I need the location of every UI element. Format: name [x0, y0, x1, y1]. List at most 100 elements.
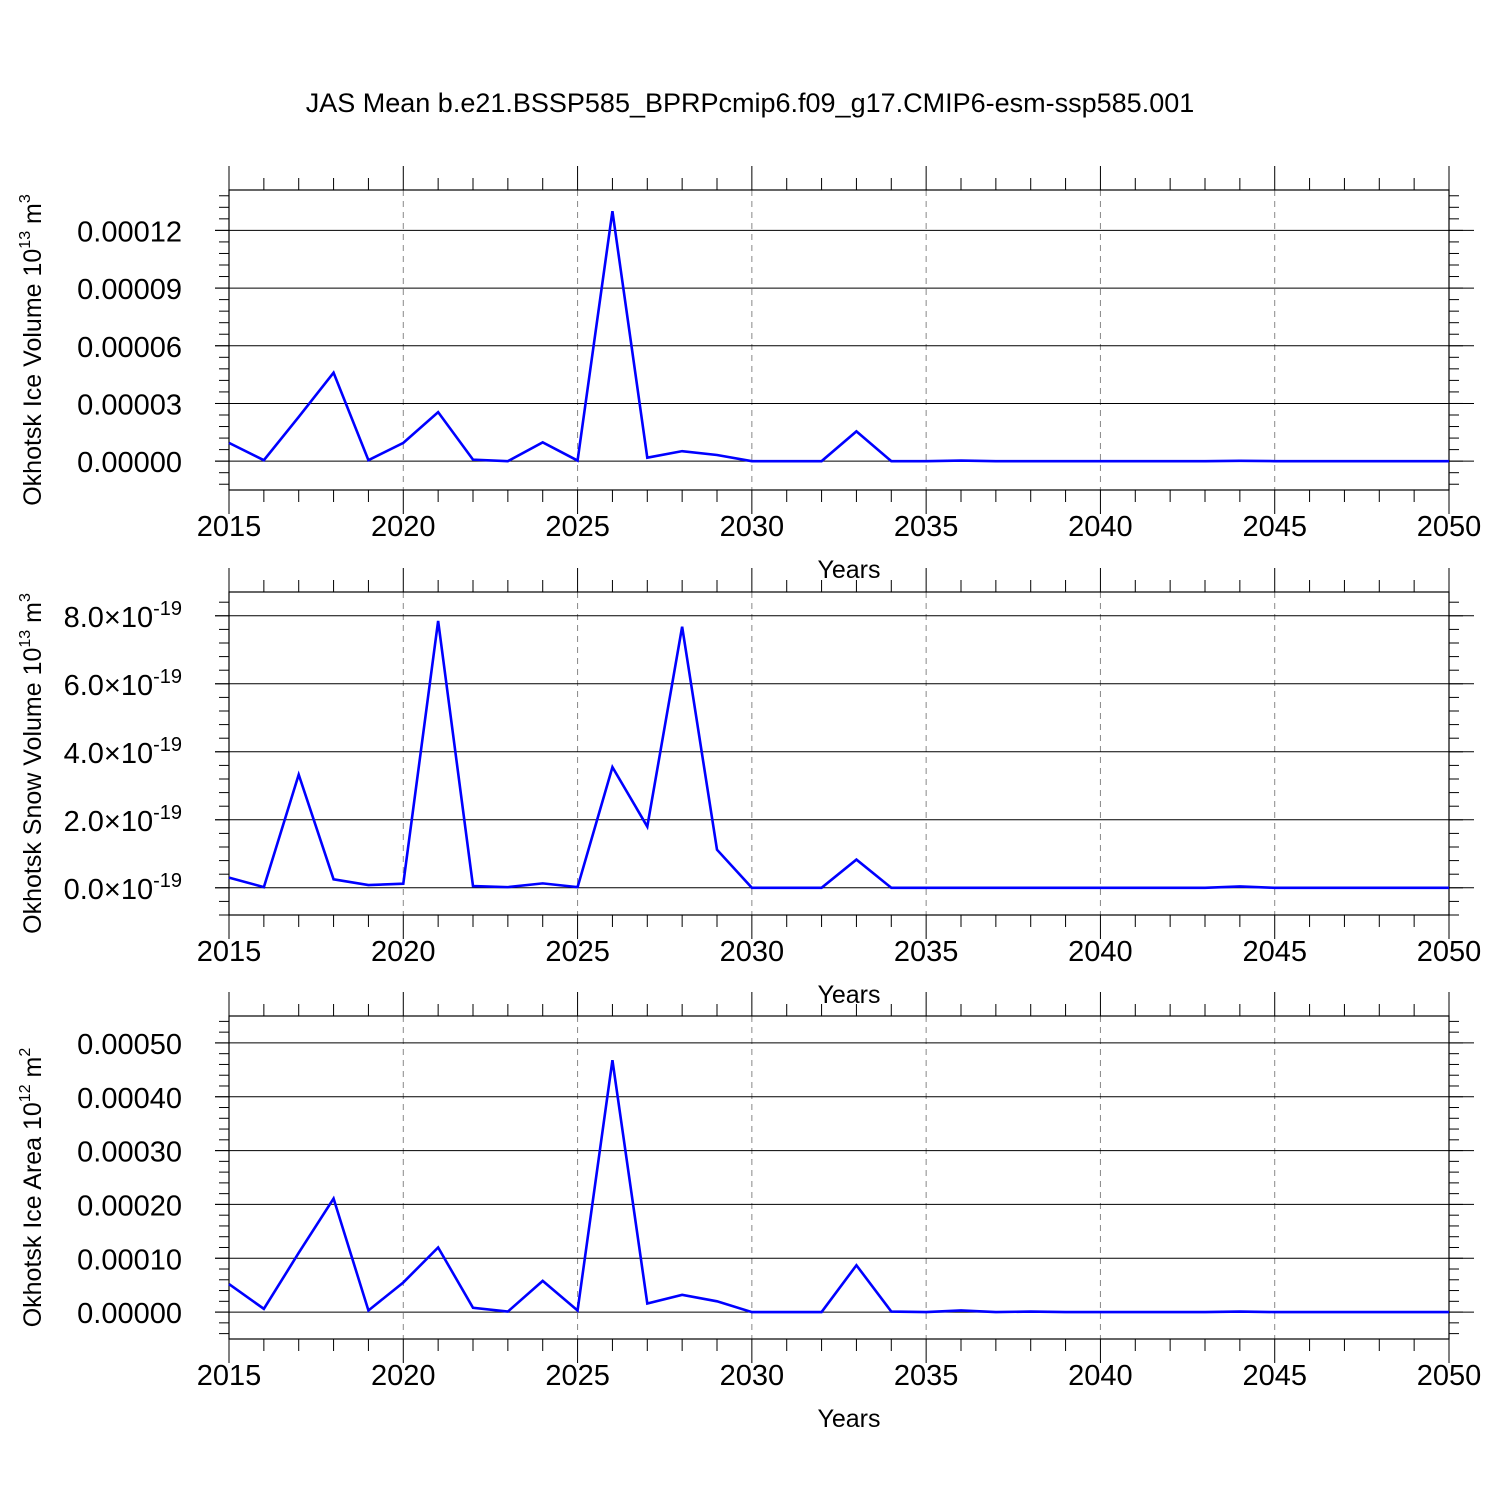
y-tick-label: 2.0×10-19	[64, 802, 182, 838]
data-point	[1239, 460, 1241, 462]
y-axis-label: Okhotsk Ice Volume 1013 m3	[17, 194, 47, 506]
data-point	[1204, 1311, 1206, 1313]
data-point	[332, 878, 334, 880]
data-point	[1239, 885, 1241, 887]
y-tick-label: 0.00010	[77, 1244, 182, 1276]
x-tick-label: 2045	[1242, 1360, 1307, 1392]
x-tick-label: 2050	[1417, 1360, 1482, 1392]
x-tick-label: 2045	[1242, 511, 1307, 543]
data-point	[995, 460, 997, 462]
data-point	[995, 1311, 997, 1313]
x-tick-label: 2030	[720, 1360, 785, 1392]
x-tick-label: 2045	[1242, 936, 1307, 968]
data-point	[1413, 460, 1415, 462]
data-point	[681, 450, 683, 452]
data-point	[751, 460, 753, 462]
data-point	[1169, 460, 1171, 462]
data-point	[1030, 1310, 1032, 1312]
y-tick-label: 0.00030	[77, 1137, 182, 1169]
data-point	[1064, 1311, 1066, 1313]
data-point	[751, 1311, 753, 1313]
data-point	[890, 460, 892, 462]
data-point	[1343, 460, 1345, 462]
x-tick-label: 2025	[545, 511, 610, 543]
x-tick-label: 2025	[545, 1360, 610, 1392]
data-point	[1448, 460, 1450, 462]
data-point	[298, 1252, 300, 1254]
y-tick-label: 0.00020	[77, 1190, 182, 1222]
plot-frame	[228, 1015, 1450, 1340]
data-point	[611, 1059, 613, 1061]
data-point	[472, 885, 474, 887]
data-point	[751, 887, 753, 889]
data-point	[855, 430, 857, 432]
data-point	[960, 1309, 962, 1311]
data-point	[402, 883, 404, 885]
plot-frame	[228, 189, 1450, 491]
data-point	[1378, 887, 1380, 889]
data-point	[820, 887, 822, 889]
data-point	[716, 1300, 718, 1302]
data-point	[1099, 887, 1101, 889]
x-tick-label: 2035	[894, 511, 959, 543]
data-point	[507, 1310, 509, 1312]
y-tick-label: 0.00012	[77, 216, 182, 248]
plot-frame	[228, 591, 1450, 916]
data-point	[925, 1311, 927, 1313]
x-tick-label: 2030	[720, 936, 785, 968]
data-point	[890, 1310, 892, 1312]
series-line	[228, 1059, 1449, 1314]
x-axis-label: Years	[817, 981, 880, 1009]
y-axis-label: Okhotsk Ice Area 1012 m2	[17, 1048, 47, 1328]
data-point	[646, 456, 648, 458]
data-point	[1308, 1311, 1310, 1313]
data-point	[925, 887, 927, 889]
y-tick-label: 4.0×10-19	[64, 734, 182, 770]
data-point	[820, 460, 822, 462]
data-point	[263, 459, 265, 461]
data-point	[1134, 887, 1136, 889]
series-line	[228, 210, 1449, 463]
x-tick-label: 2015	[197, 936, 262, 968]
y-tick-label: 8.0×10-19	[64, 598, 182, 634]
x-tick-label: 2040	[1068, 1360, 1133, 1392]
x-tick-label: 2020	[371, 511, 436, 543]
x-tick-label: 2015	[197, 511, 262, 543]
data-point	[1343, 1311, 1345, 1313]
data-point	[1448, 1311, 1450, 1313]
data-point	[1343, 887, 1345, 889]
data-point	[716, 849, 718, 851]
x-tick-label: 2050	[1417, 936, 1482, 968]
data-point	[1169, 887, 1171, 889]
data-point	[1204, 460, 1206, 462]
data-point	[576, 886, 578, 888]
data-point	[263, 1308, 265, 1310]
y-tick-label: 0.00003	[77, 389, 182, 421]
data-point	[960, 459, 962, 461]
data-point	[1134, 460, 1136, 462]
y-tick-label: 0.00000	[77, 1298, 182, 1330]
data-point	[1064, 460, 1066, 462]
data-point	[611, 766, 613, 768]
data-point	[228, 442, 230, 444]
data-point	[855, 858, 857, 860]
data-point	[576, 1309, 578, 1311]
data-point	[995, 887, 997, 889]
data-point	[786, 887, 788, 889]
x-tick-label: 2020	[371, 936, 436, 968]
data-point	[542, 441, 544, 443]
data-point	[1274, 1311, 1276, 1313]
data-point	[1064, 887, 1066, 889]
chart-panel-ice-area: 2015 2020 2025 2030 2035 2040 2045 2050 Years 0.0…	[17, 992, 1481, 1433]
data-point	[1378, 460, 1380, 462]
data-point	[437, 411, 439, 413]
data-point	[472, 1307, 474, 1309]
x-tick-label: 2040	[1068, 511, 1133, 543]
data-point	[1274, 887, 1276, 889]
y-axis-label: Okhotsk Snow Volume 1013 m3	[17, 593, 47, 934]
y-tick-label: 0.00000	[77, 447, 182, 479]
data-point	[681, 1294, 683, 1296]
data-point	[925, 460, 927, 462]
